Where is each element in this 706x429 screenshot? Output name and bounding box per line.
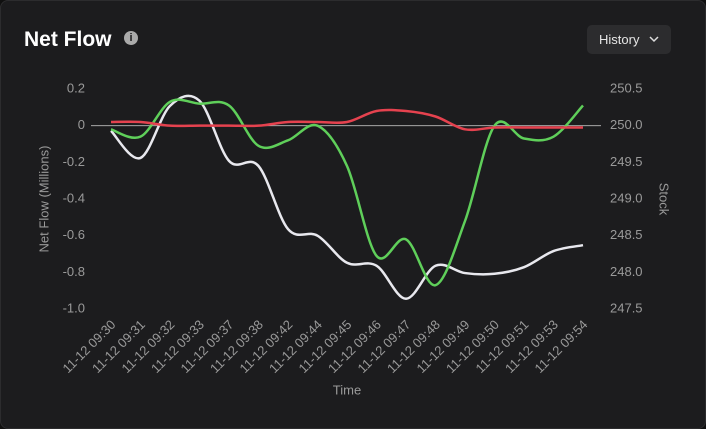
series-line [110,98,584,287]
y-tick-label: 0.2 [67,80,85,95]
y2-tick-label: 248.5 [610,227,643,242]
title: Net Flow [24,28,112,51]
y2-tick-label: 248.0 [610,264,643,279]
info-icon[interactable]: i [124,31,138,45]
history-button[interactable]: History [587,25,671,54]
y-axis-title: Net Flow (Millions) [36,146,51,253]
y-tick-label: -1.0 [63,300,85,315]
y-tick-label: 0 [78,117,85,132]
y-tick-label: -0.2 [63,154,85,169]
x-axis-title: Time [333,382,361,397]
chevron [649,36,659,43]
y-tick-label: -0.8 [63,264,85,279]
y2-tick-label: 250.0 [610,117,643,132]
y2-tick-label: 250.5 [610,80,643,95]
y-tick-label: -0.6 [63,227,85,242]
button-label: History [599,32,640,47]
y2-axis-title: Stock [657,183,672,216]
y2-tick-label: 247.5 [610,300,643,315]
y-tick-label: -0.4 [63,190,85,205]
series-line [110,108,583,132]
y2-tick-label: 249.0 [610,190,643,205]
series-line [110,94,584,300]
y2-tick-label: 249.5 [610,154,643,169]
